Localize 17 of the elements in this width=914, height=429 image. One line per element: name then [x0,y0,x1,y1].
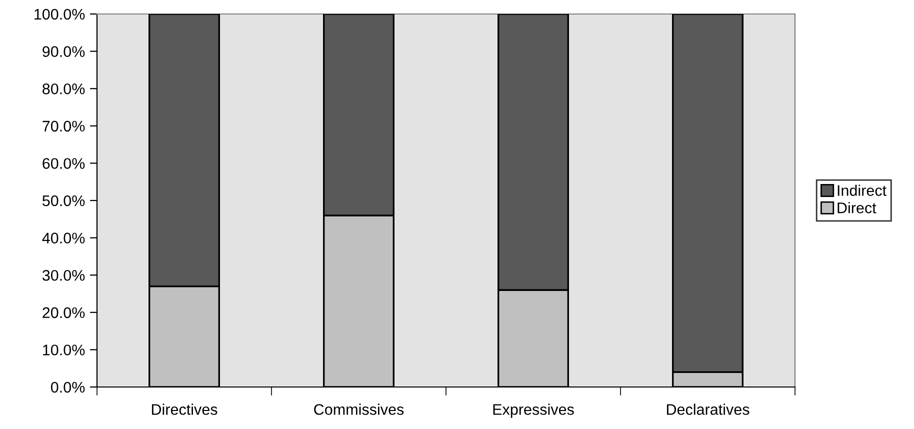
y-tick-label: 70.0% [42,120,85,132]
y-tick-label: 10.0% [43,344,85,356]
y-tick-label: 90.0% [42,46,85,57]
y-tick-label: 60.0% [42,158,85,169]
y-tick-label: 30.0% [42,270,85,281]
x-tick-label: Declaratives [666,404,750,415]
y-tick-label: 40.0% [42,232,85,244]
y-tick-label: 100.0% [34,8,85,20]
legend-label: Direct [838,202,876,214]
x-tick-label: Directives [152,404,218,415]
x-tick-label: Expressives [493,404,574,418]
legend-label: Indirect [838,184,886,196]
x-tick-label: Commissives [314,404,404,415]
y-tick-label: 50.0% [42,195,85,206]
y-tick-label: 80.0% [42,83,85,94]
y-tick-label: 0.0% [50,382,85,393]
y-tick-label: 20.0% [42,307,85,318]
